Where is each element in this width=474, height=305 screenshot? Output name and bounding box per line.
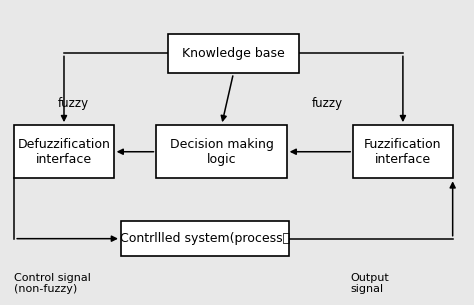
- Text: Knowledge base: Knowledge base: [182, 47, 285, 60]
- FancyBboxPatch shape: [156, 125, 287, 178]
- Text: Decision making
logic: Decision making logic: [170, 138, 273, 166]
- Text: fuzzy: fuzzy: [311, 97, 343, 110]
- Text: Output
signal: Output signal: [351, 273, 390, 294]
- Text: Control signal
(non-fuzzy): Control signal (non-fuzzy): [14, 273, 91, 294]
- Text: fuzzy: fuzzy: [58, 97, 89, 110]
- FancyBboxPatch shape: [168, 34, 299, 73]
- FancyBboxPatch shape: [121, 221, 289, 256]
- FancyBboxPatch shape: [353, 125, 453, 178]
- Text: Contrllled system(process）: Contrllled system(process）: [120, 232, 290, 245]
- Text: Defuzzification
interface: Defuzzification interface: [18, 138, 110, 166]
- FancyBboxPatch shape: [14, 125, 114, 178]
- Text: Fuzzification
interface: Fuzzification interface: [364, 138, 442, 166]
